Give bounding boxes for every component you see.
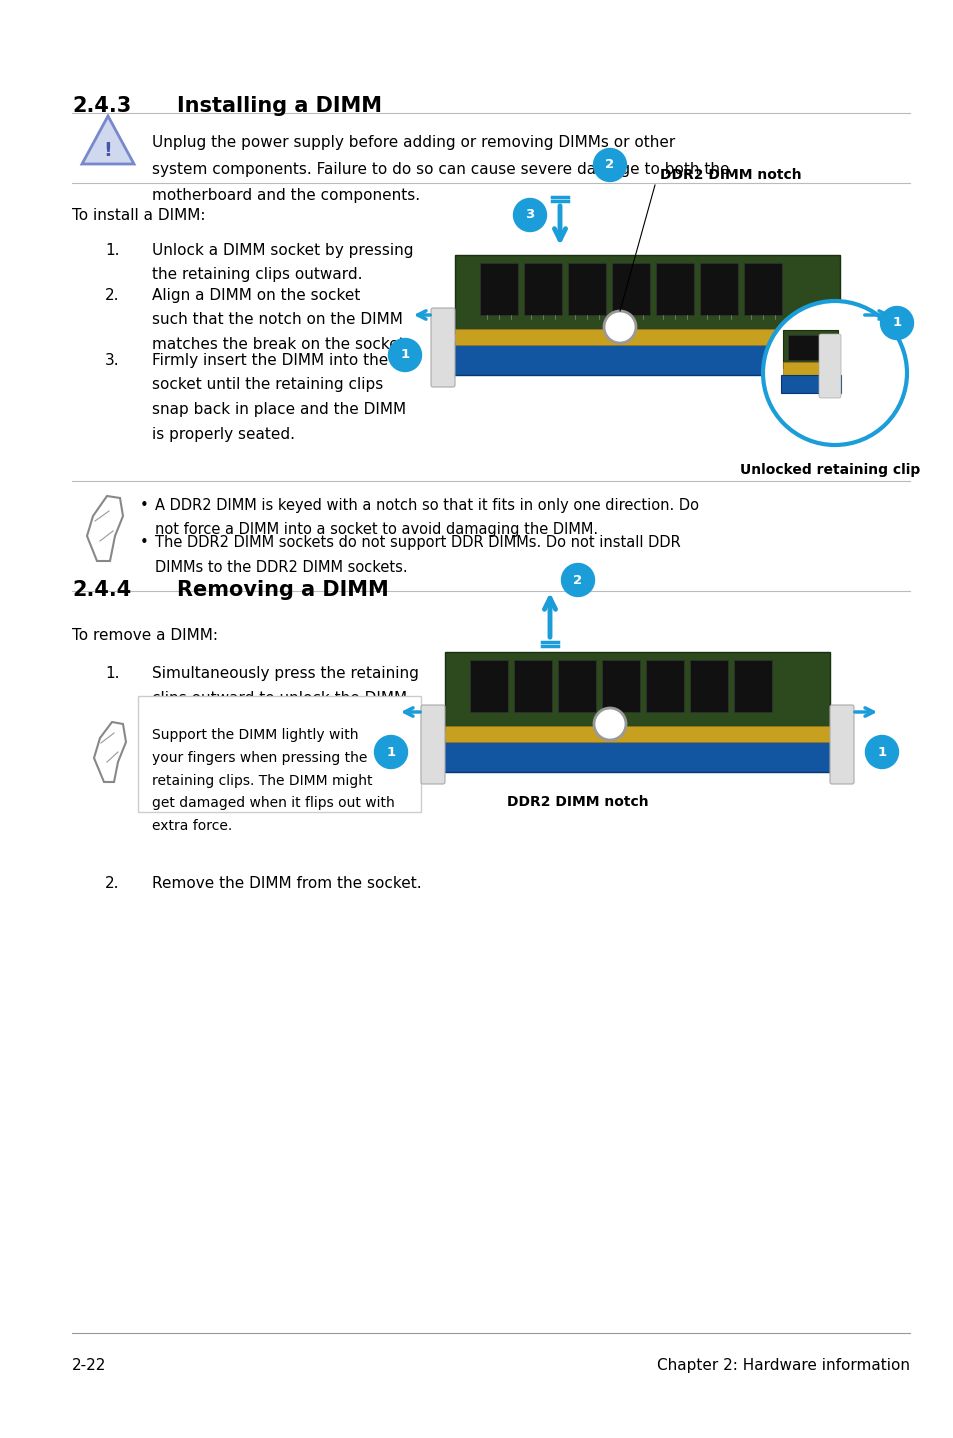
Text: the retaining clips outward.: the retaining clips outward. xyxy=(152,267,362,282)
FancyBboxPatch shape xyxy=(431,308,455,387)
Text: socket until the retaining clips: socket until the retaining clips xyxy=(152,378,383,393)
FancyBboxPatch shape xyxy=(840,308,863,387)
Text: system components. Failure to do so can cause severe damage to both the: system components. Failure to do so can … xyxy=(152,161,729,177)
Text: retaining clips. The DIMM might: retaining clips. The DIMM might xyxy=(152,774,372,788)
Text: 1: 1 xyxy=(400,348,409,361)
FancyBboxPatch shape xyxy=(567,263,605,315)
Circle shape xyxy=(880,306,913,339)
Text: 1: 1 xyxy=(877,745,885,758)
Text: 1: 1 xyxy=(891,316,901,329)
Circle shape xyxy=(594,707,625,741)
FancyBboxPatch shape xyxy=(138,696,420,812)
FancyBboxPatch shape xyxy=(514,660,552,712)
Text: 2: 2 xyxy=(573,574,582,587)
FancyBboxPatch shape xyxy=(470,660,507,712)
FancyBboxPatch shape xyxy=(455,329,840,345)
Text: Unplug the power supply before adding or removing DIMMs or other: Unplug the power supply before adding or… xyxy=(152,135,675,150)
FancyBboxPatch shape xyxy=(743,263,781,315)
Text: DDR2 DIMM notch: DDR2 DIMM notch xyxy=(659,168,801,183)
Text: Align a DIMM on the socket: Align a DIMM on the socket xyxy=(152,288,360,303)
Circle shape xyxy=(561,564,594,597)
Text: Unlock a DIMM socket by pressing: Unlock a DIMM socket by pressing xyxy=(152,243,413,257)
FancyBboxPatch shape xyxy=(450,344,844,375)
FancyBboxPatch shape xyxy=(455,255,840,334)
Text: •: • xyxy=(140,498,149,513)
Text: extra force.: extra force. xyxy=(152,820,232,833)
FancyBboxPatch shape xyxy=(612,263,649,315)
Text: 2.4.4: 2.4.4 xyxy=(71,580,132,600)
Text: 3.: 3. xyxy=(105,352,119,368)
Circle shape xyxy=(388,338,421,371)
Text: is properly seated.: is properly seated. xyxy=(152,427,294,441)
FancyBboxPatch shape xyxy=(479,263,517,315)
Text: Removing a DIMM: Removing a DIMM xyxy=(177,580,388,600)
Text: not force a DIMM into a socket to avoid damaging the DIMM.: not force a DIMM into a socket to avoid … xyxy=(154,522,598,538)
Text: Chapter 2: Hardware information: Chapter 2: Hardware information xyxy=(657,1357,909,1373)
Text: Installing a DIMM: Installing a DIMM xyxy=(177,96,381,116)
Text: matches the break on the socket.: matches the break on the socket. xyxy=(152,336,409,352)
FancyBboxPatch shape xyxy=(523,263,561,315)
Text: 3: 3 xyxy=(525,209,534,221)
FancyBboxPatch shape xyxy=(645,660,683,712)
Text: Support the DIMM lightly with: Support the DIMM lightly with xyxy=(152,728,358,742)
Circle shape xyxy=(513,198,546,232)
Circle shape xyxy=(864,735,898,768)
Text: The DDR2 DIMM sockets do not support DDR DIMMs. Do not install DDR: The DDR2 DIMM sockets do not support DDR… xyxy=(154,535,680,549)
Text: !: ! xyxy=(104,141,112,160)
FancyBboxPatch shape xyxy=(444,651,829,731)
Text: 1.: 1. xyxy=(105,243,119,257)
Text: 1.: 1. xyxy=(105,666,119,682)
Text: clips outward to unlock the DIMM.: clips outward to unlock the DIMM. xyxy=(152,690,412,706)
Text: DDR2 DIMM notch: DDR2 DIMM notch xyxy=(506,795,648,810)
Text: your fingers when pressing the: your fingers when pressing the xyxy=(152,751,367,765)
FancyBboxPatch shape xyxy=(558,660,596,712)
Text: •: • xyxy=(140,535,149,549)
Text: 2-22: 2-22 xyxy=(71,1357,107,1373)
Circle shape xyxy=(603,311,636,344)
FancyBboxPatch shape xyxy=(782,329,837,368)
Text: 2.: 2. xyxy=(105,876,119,892)
Text: Firmly insert the DIMM into the: Firmly insert the DIMM into the xyxy=(152,352,388,368)
Text: get damaged when it flips out with: get damaged when it flips out with xyxy=(152,797,395,811)
Text: motherboard and the components.: motherboard and the components. xyxy=(152,188,419,203)
Text: Remove the DIMM from the socket.: Remove the DIMM from the socket. xyxy=(152,876,421,892)
Circle shape xyxy=(375,735,407,768)
FancyBboxPatch shape xyxy=(601,660,639,712)
Circle shape xyxy=(762,301,906,444)
Text: To remove a DIMM:: To remove a DIMM: xyxy=(71,628,218,643)
FancyBboxPatch shape xyxy=(689,660,727,712)
FancyBboxPatch shape xyxy=(829,705,853,784)
FancyBboxPatch shape xyxy=(818,334,841,398)
Text: DIMMs to the DDR2 DIMM sockets.: DIMMs to the DDR2 DIMM sockets. xyxy=(154,559,407,575)
FancyBboxPatch shape xyxy=(444,726,829,742)
FancyBboxPatch shape xyxy=(781,375,841,393)
Text: such that the notch on the DIMM: such that the notch on the DIMM xyxy=(152,312,402,328)
Text: 2: 2 xyxy=(605,158,614,171)
FancyBboxPatch shape xyxy=(787,335,822,360)
Text: A DDR2 DIMM is keyed with a notch so that it fits in only one direction. Do: A DDR2 DIMM is keyed with a notch so tha… xyxy=(154,498,699,513)
Text: Unlocked retaining clip: Unlocked retaining clip xyxy=(740,463,919,477)
Text: 2.4.3: 2.4.3 xyxy=(71,96,132,116)
Text: Simultaneously press the retaining: Simultaneously press the retaining xyxy=(152,666,418,682)
FancyBboxPatch shape xyxy=(700,263,738,315)
Circle shape xyxy=(593,148,626,181)
FancyBboxPatch shape xyxy=(439,741,834,772)
FancyBboxPatch shape xyxy=(782,362,837,375)
Polygon shape xyxy=(82,116,133,164)
Text: 2.: 2. xyxy=(105,288,119,303)
Text: snap back in place and the DIMM: snap back in place and the DIMM xyxy=(152,403,406,417)
Text: 1: 1 xyxy=(386,745,395,758)
FancyBboxPatch shape xyxy=(733,660,771,712)
FancyBboxPatch shape xyxy=(656,263,693,315)
FancyBboxPatch shape xyxy=(420,705,444,784)
Text: To install a DIMM:: To install a DIMM: xyxy=(71,209,205,223)
